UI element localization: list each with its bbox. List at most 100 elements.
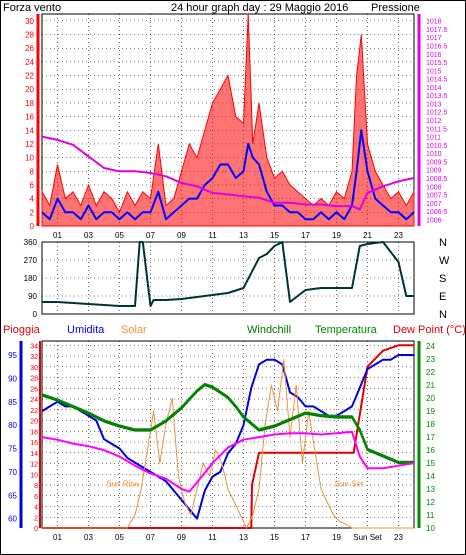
wind-direction-series — [42, 241, 414, 307]
wind-pressure-chart: Forza vento 24 hour graph day : 29 Maggi… — [3, 2, 448, 240]
wind-tick-label: 18 — [25, 99, 34, 108]
wind-tick-label: 16 — [25, 113, 34, 122]
rain-tick-label: 26 — [30, 386, 38, 393]
humidity-tick-label: 85 — [8, 398, 17, 407]
rain-tick-label: 14 — [30, 451, 38, 458]
wind-tick-label: 24 — [25, 58, 34, 67]
temp-x-tick-label: 17 — [301, 533, 310, 542]
humidity-tick-label: 80 — [8, 421, 17, 430]
rain-series — [42, 344, 414, 529]
rain-tick-label: 34 — [30, 343, 38, 350]
wind-x-axis: 01 03 05 07 09 11 13 15 17 19 21 23 — [53, 231, 403, 240]
pressure-tick-label: 1017.5 — [426, 27, 448, 34]
temp-x-tick-label: 09 — [177, 533, 186, 542]
panel3-legend-labels: Pioggia Umidita Solar Windchill Temperatura D… — [3, 324, 465, 336]
wind-average-series — [41, 129, 415, 221]
temp-x-tick-label: 13 — [239, 533, 248, 542]
rain-tick-label: 8 — [34, 483, 38, 490]
temperature-tick-label: 11 — [426, 511, 435, 520]
temp-x-tick-label: 19 — [332, 533, 341, 542]
temperature-tick-label: 22 — [426, 368, 435, 377]
rain-tick-label: 16 — [30, 440, 38, 447]
rain-tick-label: 10 — [30, 472, 38, 479]
direction-tick-label: 270 — [24, 256, 38, 265]
solar-series — [42, 358, 414, 529]
temp-x-tick-label: 01 — [53, 533, 62, 542]
humidity-y-axis: 60 65 70 75 80 85 90 95 — [8, 341, 23, 528]
pressure-tick-label: 1006.5 — [426, 209, 448, 216]
compass-label: E — [439, 291, 446, 303]
temperature-tick-label: 14 — [426, 472, 435, 481]
direction-tick-label: 0 — [33, 310, 38, 319]
wind-x-tick-label: 05 — [115, 231, 124, 240]
wind-tick-label: 8 — [30, 167, 35, 176]
humidity-tick-label: 90 — [8, 374, 17, 383]
wind-x-tick-label: 11 — [208, 231, 217, 240]
rain-tick-label: 28 — [30, 376, 38, 383]
temp-x-tick-label: 11 — [208, 533, 217, 542]
wind-tick-label: 10 — [25, 154, 34, 163]
humidity-series — [41, 354, 414, 520]
direction-tick-label: 90 — [28, 292, 37, 301]
wind-tick-label: 2 — [30, 208, 35, 217]
pressure-tick-label: 1010 — [426, 151, 442, 158]
temp-x-tick-label: 23 — [394, 533, 403, 542]
pressure-tick-label: 1016 — [426, 52, 442, 59]
pressure-tick-label: 1013 — [426, 101, 442, 108]
humidity-tick-label: 95 — [8, 351, 17, 360]
temperature-tick-label: 24 — [426, 342, 435, 351]
pressure-tick-label: 1014.5 — [426, 77, 448, 84]
wind-tick-label: 14 — [25, 126, 34, 135]
temp-x-tick-label: 07 — [146, 533, 155, 542]
rain-humidity-temp-chart: Pioggia Umidita Solar Windchill Temperatura D… — [3, 324, 465, 542]
pressure-tick-label: 1011 — [426, 135, 441, 142]
rain-tick-label: 20 — [30, 419, 38, 426]
direction-y-axis: 0 90 180 270 360 — [24, 238, 38, 319]
humidity-tick-label: 75 — [8, 445, 17, 454]
pressure-tick-label: 1009.5 — [426, 159, 448, 166]
temperature-tick-label: 17 — [426, 433, 435, 442]
temperature-tick-label: 13 — [426, 485, 435, 494]
wind-left-label: Forza vento — [3, 2, 61, 14]
rain-tick-label: 12 — [30, 462, 38, 469]
rain-tick-label: 4 — [34, 505, 38, 512]
temperature-tick-label: 18 — [426, 420, 435, 429]
temp-x-tick-label: 03 — [84, 533, 93, 542]
rain-tick-label: 18 — [30, 429, 38, 436]
compass-label: W — [439, 255, 450, 267]
pressure-tick-label: 1010.5 — [426, 143, 448, 150]
compass-label: N — [439, 309, 447, 321]
wind-gust-series — [41, 13, 415, 227]
wind-x-tick-label: 17 — [301, 231, 310, 240]
temperature-tick-label: 21 — [426, 381, 435, 390]
wind-tick-label: 20 — [25, 85, 34, 94]
pressure-tick-label: 1015 — [426, 68, 442, 75]
temperature-tick-label: 23 — [426, 355, 435, 364]
rain-tick-label: 6 — [34, 494, 38, 501]
wind-tick-label: 0 — [30, 222, 35, 231]
rain-tick-label: 2 — [34, 515, 38, 522]
dewpoint-series — [41, 430, 415, 493]
temp-series-group — [41, 344, 415, 529]
temperature-tick-label: 12 — [426, 498, 435, 507]
temp-x-tick-label: 15 — [270, 533, 279, 542]
rain-tick-label: 24 — [30, 397, 38, 404]
wind-x-tick-label: 09 — [177, 231, 186, 240]
direction-tick-label: 180 — [24, 274, 38, 283]
rain-tick-label: 32 — [30, 354, 38, 361]
pressure-tick-label: 1015.5 — [426, 60, 448, 67]
temp-x-tick-label: Sun Set — [353, 533, 382, 542]
wind-x-tick-label: 19 — [332, 231, 341, 240]
direction-plot-frame — [41, 241, 415, 315]
wind-series-group — [41, 13, 415, 227]
temperature-tick-label: 20 — [426, 394, 435, 403]
temperature-y-axis: 10 11 12 13 14 15 16 17 18 19 20 21 22 23 24 — [417, 341, 435, 533]
panel3-label: Dew Point (°C) — [393, 324, 465, 336]
sun-annotations: Sun Rise Sun Set — [106, 479, 364, 488]
pressure-tick-label: 1007.5 — [426, 193, 448, 200]
